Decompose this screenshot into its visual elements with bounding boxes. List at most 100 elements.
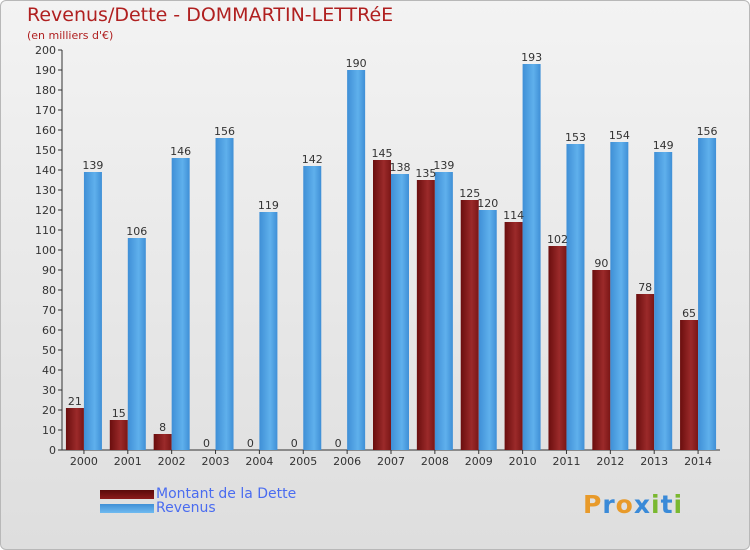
data-label-revenus: 193 <box>521 51 542 64</box>
y-tick-label: 110 <box>35 224 56 237</box>
y-tick-label: 170 <box>35 104 56 117</box>
data-label-revenus: 138 <box>390 161 411 174</box>
data-label-debt: 114 <box>503 209 524 222</box>
x-tick-label: 2010 <box>509 455 537 468</box>
data-label-revenus: 190 <box>346 57 367 70</box>
x-tick-label: 2012 <box>596 455 624 468</box>
bar-revenus <box>434 172 453 450</box>
data-label-debt: 8 <box>159 421 166 434</box>
x-tick-label: 2004 <box>245 455 273 468</box>
y-tick-label: 120 <box>35 204 56 217</box>
y-tick-label: 180 <box>35 84 56 97</box>
bar-revenus <box>391 174 409 450</box>
bar-debt <box>680 320 699 450</box>
y-tick-label: 70 <box>42 304 56 317</box>
data-label-debt: 145 <box>372 147 393 160</box>
bar-revenus <box>127 238 146 450</box>
bar-revenus <box>83 172 102 450</box>
logo-letter: o <box>615 490 634 519</box>
bar-revenus <box>259 212 278 450</box>
legend-label-revenus: Revenus <box>156 500 216 516</box>
data-label-revenus: 156 <box>697 125 718 138</box>
bar-revenus <box>698 138 717 450</box>
x-tick-label: 2008 <box>421 455 449 468</box>
bar-revenus <box>478 210 497 450</box>
x-tick-label: 2000 <box>70 455 98 468</box>
bar-revenus <box>522 64 541 450</box>
data-label-debt: 78 <box>638 281 652 294</box>
logo-letter: x <box>633 490 651 519</box>
bar-debt <box>460 200 479 450</box>
bar-revenus <box>566 144 585 450</box>
x-tick-label: 2005 <box>289 455 317 468</box>
data-label-revenus: 154 <box>609 129 630 142</box>
x-tick-label: 2003 <box>202 455 230 468</box>
x-tick-label: 2007 <box>377 455 405 468</box>
logo-letter: P <box>583 490 603 519</box>
x-tick-label: 2001 <box>114 455 142 468</box>
data-label-revenus: 146 <box>170 145 191 158</box>
chart-subtitle: (en milliers d'€) <box>27 29 114 42</box>
data-label-revenus: 156 <box>214 125 235 138</box>
y-tick-label: 30 <box>42 384 56 397</box>
logo-letter: r <box>602 490 616 519</box>
data-label-revenus: 139 <box>433 159 454 172</box>
y-tick-label: 200 <box>35 44 56 57</box>
bar-debt <box>592 270 611 450</box>
bar-debt <box>109 420 128 450</box>
data-label-revenus: 139 <box>82 159 103 172</box>
data-label-debt: 65 <box>682 307 696 320</box>
bar-debt <box>548 246 567 450</box>
bar-revenus <box>215 138 234 450</box>
bar-debt <box>65 408 84 450</box>
bar-revenus <box>303 166 322 450</box>
x-tick-label: 2006 <box>333 455 361 468</box>
x-tick-label: 2009 <box>465 455 493 468</box>
data-label-debt: 0 <box>203 437 210 450</box>
logo-letter: i <box>651 490 661 519</box>
y-tick-label: 10 <box>42 424 56 437</box>
y-tick-label: 60 <box>42 324 56 337</box>
y-tick-label: 40 <box>42 364 56 377</box>
chart-title: Revenus/Dette - DOMMARTIN-LETTRéE <box>27 4 394 26</box>
x-tick-label: 2014 <box>684 455 712 468</box>
proxiti-logo: Proxiti <box>583 490 683 519</box>
data-label-debt: 102 <box>547 233 568 246</box>
y-tick-label: 160 <box>35 124 56 137</box>
data-label-revenus: 153 <box>565 131 586 144</box>
x-tick-label: 2011 <box>552 455 580 468</box>
data-label-revenus: 119 <box>258 199 279 212</box>
data-label-revenus: 120 <box>477 197 498 210</box>
data-label-debt: 0 <box>291 437 298 450</box>
y-tick-label: 100 <box>35 244 56 257</box>
data-label-debt: 0 <box>335 437 342 450</box>
bar-debt <box>416 180 435 450</box>
bar-debt <box>153 434 172 450</box>
data-label-revenus: 149 <box>653 139 674 152</box>
data-label-debt: 15 <box>112 407 126 420</box>
legend-label-debt: Montant de la Dette <box>156 486 297 502</box>
data-label-debt: 135 <box>415 167 436 180</box>
y-tick-label: 0 <box>49 444 56 457</box>
bar-revenus <box>610 142 629 450</box>
bar-revenus <box>347 70 366 450</box>
bar-debt <box>636 294 655 450</box>
y-tick-label: 130 <box>35 184 56 197</box>
logo-letter: i <box>673 490 684 519</box>
logo-letter: t <box>660 490 674 519</box>
data-label-debt: 125 <box>459 187 480 200</box>
y-tick-label: 90 <box>42 264 56 277</box>
x-tick-label: 2002 <box>158 455 186 468</box>
bar-revenus <box>171 158 190 450</box>
data-label-debt: 21 <box>68 395 82 408</box>
legend-swatch-revenus <box>100 504 154 513</box>
data-label-debt: 90 <box>594 257 608 270</box>
bar-revenus <box>654 152 673 450</box>
data-label-revenus: 106 <box>126 225 147 238</box>
legend-swatch-debt <box>100 490 154 499</box>
chart-axes: 0102030405060708090100110120130140150160… <box>35 44 720 468</box>
bar-debt <box>373 160 391 450</box>
y-tick-label: 190 <box>35 64 56 77</box>
